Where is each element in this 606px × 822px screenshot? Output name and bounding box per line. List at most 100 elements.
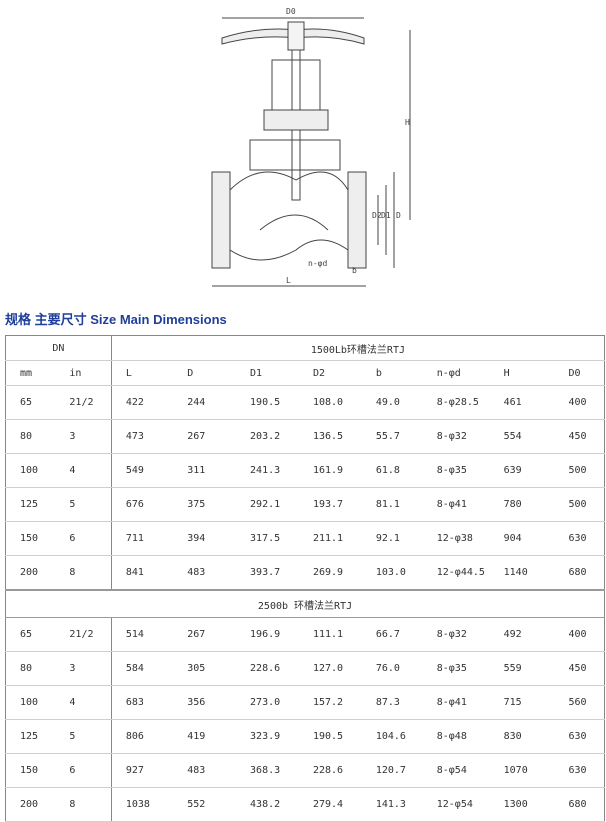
table-cell: 100 <box>5 685 56 720</box>
table-cell: 12-φ38 <box>422 521 490 556</box>
table-cell: 55.7 <box>361 419 423 454</box>
table-cell: 5 <box>55 719 112 754</box>
table-cell: 8-φ28.5 <box>422 385 490 420</box>
table-cell: 841 <box>111 555 174 591</box>
table-cell: 8-φ32 <box>422 419 490 454</box>
table-row: 65 21/2 514 267 196.9 111.1 66.7 8-φ32 492 400 <box>5 617 605 652</box>
table-cell: 203.2 <box>236 419 299 454</box>
table-cell: 65 <box>5 617 56 652</box>
table-cell: D <box>173 360 237 386</box>
table-cell: 4 <box>55 685 112 720</box>
table-cell: 211.1 <box>298 521 362 556</box>
table-cell: 200 <box>5 787 56 822</box>
table-cell: 190.5 <box>298 719 362 754</box>
table-cell: in <box>55 360 112 386</box>
table-cell: 3 <box>55 651 112 686</box>
table-cell: 8 <box>55 555 112 591</box>
label-d: D <box>396 211 401 220</box>
table-cell: 560 <box>554 685 605 720</box>
label-d0: D0 <box>286 7 296 16</box>
table-cell: 49.0 <box>361 385 423 420</box>
table-cell: D1 <box>236 360 299 386</box>
table-cell: 81.1 <box>361 487 423 522</box>
table-cell: 103.0 <box>361 555 423 591</box>
table-cell: 6 <box>55 521 112 556</box>
table-cell: 228.6 <box>236 651 299 686</box>
table-cell: 292.1 <box>236 487 299 522</box>
dimensions-table: DN 1500Lb环槽法兰RTJ mm in L D D1 D2 b n-φd H D0 65 21… <box>5 335 605 822</box>
table-cell: 323.9 <box>236 719 299 754</box>
table-cell: 157.2 <box>298 685 362 720</box>
table-cell: 150 <box>5 753 56 788</box>
table-cell: 927 <box>111 753 174 788</box>
table-cell: 80 <box>5 651 56 686</box>
table-cell: 200 <box>5 555 56 591</box>
table-cell: n-φd <box>422 360 490 386</box>
table-cell: 279.4 <box>298 787 362 822</box>
table-row: 150 6 711 394 317.5 211.1 92.1 12-φ38 904 630 <box>5 521 605 556</box>
table-cell: 196.9 <box>236 617 299 652</box>
table-cell: 8-φ35 <box>422 651 490 686</box>
table-cell: 92.1 <box>361 521 423 556</box>
table-cell: 422 <box>111 385 174 420</box>
table-cell: 393.7 <box>236 555 299 591</box>
table-cell: 780 <box>489 487 555 522</box>
table-cell: 244 <box>173 385 237 420</box>
table-cell: 806 <box>111 719 174 754</box>
table-cell: 108.0 <box>298 385 362 420</box>
table-cell: 111.1 <box>298 617 362 652</box>
table-cell: mm <box>5 360 56 386</box>
table-cell: 450 <box>554 419 605 454</box>
table-cell: 1140 <box>489 555 555 591</box>
table-cell: 4 <box>55 453 112 488</box>
section1-header: 1500Lb环槽法兰RTJ <box>111 335 605 361</box>
label-nd: n-φd <box>308 259 327 268</box>
table-row: 125 5 806 419 323.9 190.5 104.6 8-φ48 830 630 <box>5 719 605 754</box>
table-cell: 305 <box>173 651 237 686</box>
table-cell: L <box>111 360 174 386</box>
table-row: 200 8 1038 552 438.2 279.4 141.3 12-φ54 1300 680 <box>5 787 605 822</box>
table-cell: 500 <box>554 487 605 522</box>
table-row: 65 21/2 422 244 190.5 108.0 49.0 8-φ28.5 461 400 <box>5 385 605 420</box>
label-d2: D2 <box>372 211 382 220</box>
table-cell: 87.3 <box>361 685 423 720</box>
table-cell: 8-φ48 <box>422 719 490 754</box>
table-cell: 241.3 <box>236 453 299 488</box>
table-cell: 3 <box>55 419 112 454</box>
table-cell: 6 <box>55 753 112 788</box>
table-cell: 161.9 <box>298 453 362 488</box>
table-cell: 8-φ54 <box>422 753 490 788</box>
table-cell: b <box>361 360 423 386</box>
table-cell: 120.7 <box>361 753 423 788</box>
table-cell: 394 <box>173 521 237 556</box>
table-cell: H <box>489 360 555 386</box>
table-cell: 100 <box>5 453 56 488</box>
table-cell: 375 <box>173 487 237 522</box>
table-cell: 21/2 <box>55 385 112 420</box>
table-cell: 8 <box>55 787 112 822</box>
table-cell: 630 <box>554 719 605 754</box>
table-row: 100 4 549 311 241.3 161.9 61.8 8-φ35 639 500 <box>5 453 605 488</box>
table-cell: 190.5 <box>236 385 299 420</box>
table-cell: 65 <box>5 385 56 420</box>
table-cell: 317.5 <box>236 521 299 556</box>
table-cell: 400 <box>554 385 605 420</box>
table-cell: D2 <box>298 360 362 386</box>
table-cell: 514 <box>111 617 174 652</box>
table-cell: 1300 <box>489 787 555 822</box>
table-cell: 311 <box>173 453 237 488</box>
table-cell: 80 <box>5 419 56 454</box>
table-cell: 680 <box>554 787 605 822</box>
table-cell: 711 <box>111 521 174 556</box>
table-cell: 8-φ32 <box>422 617 490 652</box>
table-cell: 419 <box>173 719 237 754</box>
table-cell: 500 <box>554 453 605 488</box>
table-cell: 630 <box>554 753 605 788</box>
table-cell: 273.0 <box>236 685 299 720</box>
table-cell: 1070 <box>489 753 555 788</box>
table-cell: 715 <box>489 685 555 720</box>
table-cell: 8-φ35 <box>422 453 490 488</box>
table-row: 125 5 676 375 292.1 193.7 81.1 8-φ41 780 500 <box>5 487 605 522</box>
table-cell: D0 <box>554 360 605 386</box>
table-cell: 66.7 <box>361 617 423 652</box>
